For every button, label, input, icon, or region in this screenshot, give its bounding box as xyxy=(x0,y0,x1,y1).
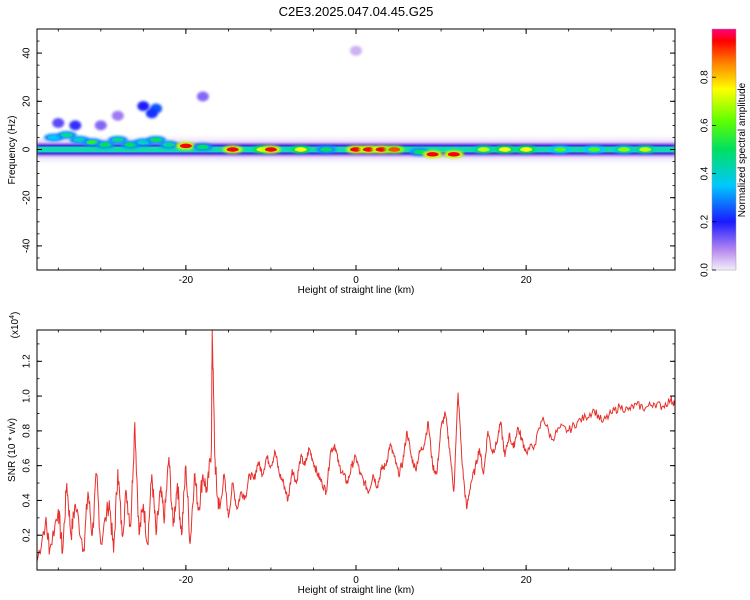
heat-blob-peak xyxy=(196,144,209,150)
heat-blob-peak xyxy=(150,137,163,143)
x-tick-label: 0 xyxy=(353,575,359,586)
heatmap-x-ticks: -20 0 20 xyxy=(57,29,655,286)
y-tick-label: 0.8 xyxy=(22,423,33,437)
heat-blob-peak xyxy=(294,147,307,152)
heatmap-panel: -20 0 20 -40 -20 0 20 40 Height of straight li… xyxy=(7,28,676,296)
snr-series-line xyxy=(37,330,675,562)
heat-blob-peak xyxy=(86,140,99,145)
line-frame xyxy=(36,329,676,571)
colorbar-tick-label: 0.0 xyxy=(700,263,711,277)
colorbar-tick-label: 0.4 xyxy=(700,166,711,180)
faint-blob xyxy=(94,120,107,131)
heat-blob-peak xyxy=(520,147,533,152)
line-x-ticks: -20 0 20 xyxy=(57,330,655,586)
heat-blob-peak xyxy=(137,140,150,145)
faint-blob xyxy=(145,108,158,119)
colorbar: 0.0 0.2 0.4 0.6 0.8 Normalized spectral ampl… xyxy=(700,28,748,277)
y-tick-label: 1.2 xyxy=(22,354,33,368)
colorbar-ticks: 0.0 0.2 0.4 0.6 0.8 xyxy=(700,70,716,277)
colorbar-frame xyxy=(711,28,737,271)
x-tick-label: 0 xyxy=(353,275,359,286)
heat-blob-peak xyxy=(320,147,333,152)
heat-blob-peak xyxy=(264,147,277,152)
x-tick-label: -20 xyxy=(179,275,194,286)
faint-blob xyxy=(196,91,209,102)
heat-blob-peak xyxy=(73,137,86,143)
multiplier-base: (x10 xyxy=(10,318,21,338)
line-y-label: SNR (10 * v/v) xyxy=(7,418,18,482)
y-tick-label: 40 xyxy=(22,47,33,59)
faint-blob xyxy=(137,101,150,112)
heat-blob-peak xyxy=(498,147,511,152)
y-tick-label: 0.6 xyxy=(22,458,33,472)
line-x-label: Height of straight line (km) xyxy=(298,585,415,596)
y-tick-label: 20 xyxy=(22,95,33,107)
heat-blob-peak xyxy=(426,152,439,157)
x-tick-label: 20 xyxy=(521,575,533,586)
heat-blob-peak xyxy=(362,147,375,152)
faint-blob xyxy=(69,120,82,131)
heat-blob-peak xyxy=(60,132,73,138)
heat-blob-peak xyxy=(588,147,601,152)
heat-blob-peak xyxy=(111,137,124,143)
y-tick-label: -20 xyxy=(22,190,33,205)
heat-blob-peak xyxy=(554,147,567,152)
multiplier-exponent: 4 xyxy=(9,315,16,319)
heat-blob-peak xyxy=(350,147,362,152)
colorbar-tick-label: 0.8 xyxy=(700,70,711,84)
y-tick-label: 1.0 xyxy=(22,389,33,403)
colorbar-tick-label: 0.6 xyxy=(700,118,711,132)
heat-blob-peak xyxy=(375,147,388,152)
colorbar-label: Normalized spectral amplitude xyxy=(737,82,748,217)
heatmap-y-ticks: -40 -20 0 20 40 xyxy=(22,28,675,271)
faint-blob xyxy=(111,110,124,121)
y-tick-label: 0.2 xyxy=(22,528,33,542)
heat-blob-peak xyxy=(99,142,112,147)
colorbar-tick-label: 0.2 xyxy=(700,214,711,228)
y-tick-label: -40 xyxy=(22,238,33,253)
heat-blob-peak xyxy=(617,147,630,152)
heat-blob-peak xyxy=(226,147,239,152)
heatmap-marks xyxy=(37,45,675,161)
x-tick-label: 20 xyxy=(521,275,533,286)
heat-blob-peak xyxy=(388,147,401,152)
heat-blob-peak xyxy=(413,149,426,155)
page-title: C2E3.2025.047.04.45.G25 xyxy=(279,4,434,19)
y-tick-label: 0.4 xyxy=(22,493,33,507)
heat-blob-peak xyxy=(477,147,490,152)
heat-blob-peak xyxy=(179,143,192,149)
line-panel: -20 0 20 0.2 0.4 0.6 0.8 1.0 1.2 Height of stra… xyxy=(7,312,676,596)
heat-blob-peak xyxy=(48,135,61,140)
heat-blob-peak xyxy=(124,142,137,147)
heat-blob-peak xyxy=(447,152,460,157)
heatmap-x-label: Height of straight line (km) xyxy=(298,285,415,296)
svg-text:(x104): (x104) xyxy=(9,312,21,339)
heat-blob-peak xyxy=(162,142,175,147)
colorbar-gradient xyxy=(712,29,736,270)
heatmap-y-label: Frequency (Hz) xyxy=(7,116,18,185)
faint-blob xyxy=(350,45,362,56)
heat-blob-peak xyxy=(639,147,652,152)
line-y-multiplier: (x104) xyxy=(9,312,21,339)
y-tick-label: 0 xyxy=(22,146,33,152)
faint-blob xyxy=(52,117,65,128)
line-y-ticks: 0.2 0.4 0.6 0.8 1.0 1.2 xyxy=(22,343,675,554)
x-tick-label: -20 xyxy=(179,575,194,586)
